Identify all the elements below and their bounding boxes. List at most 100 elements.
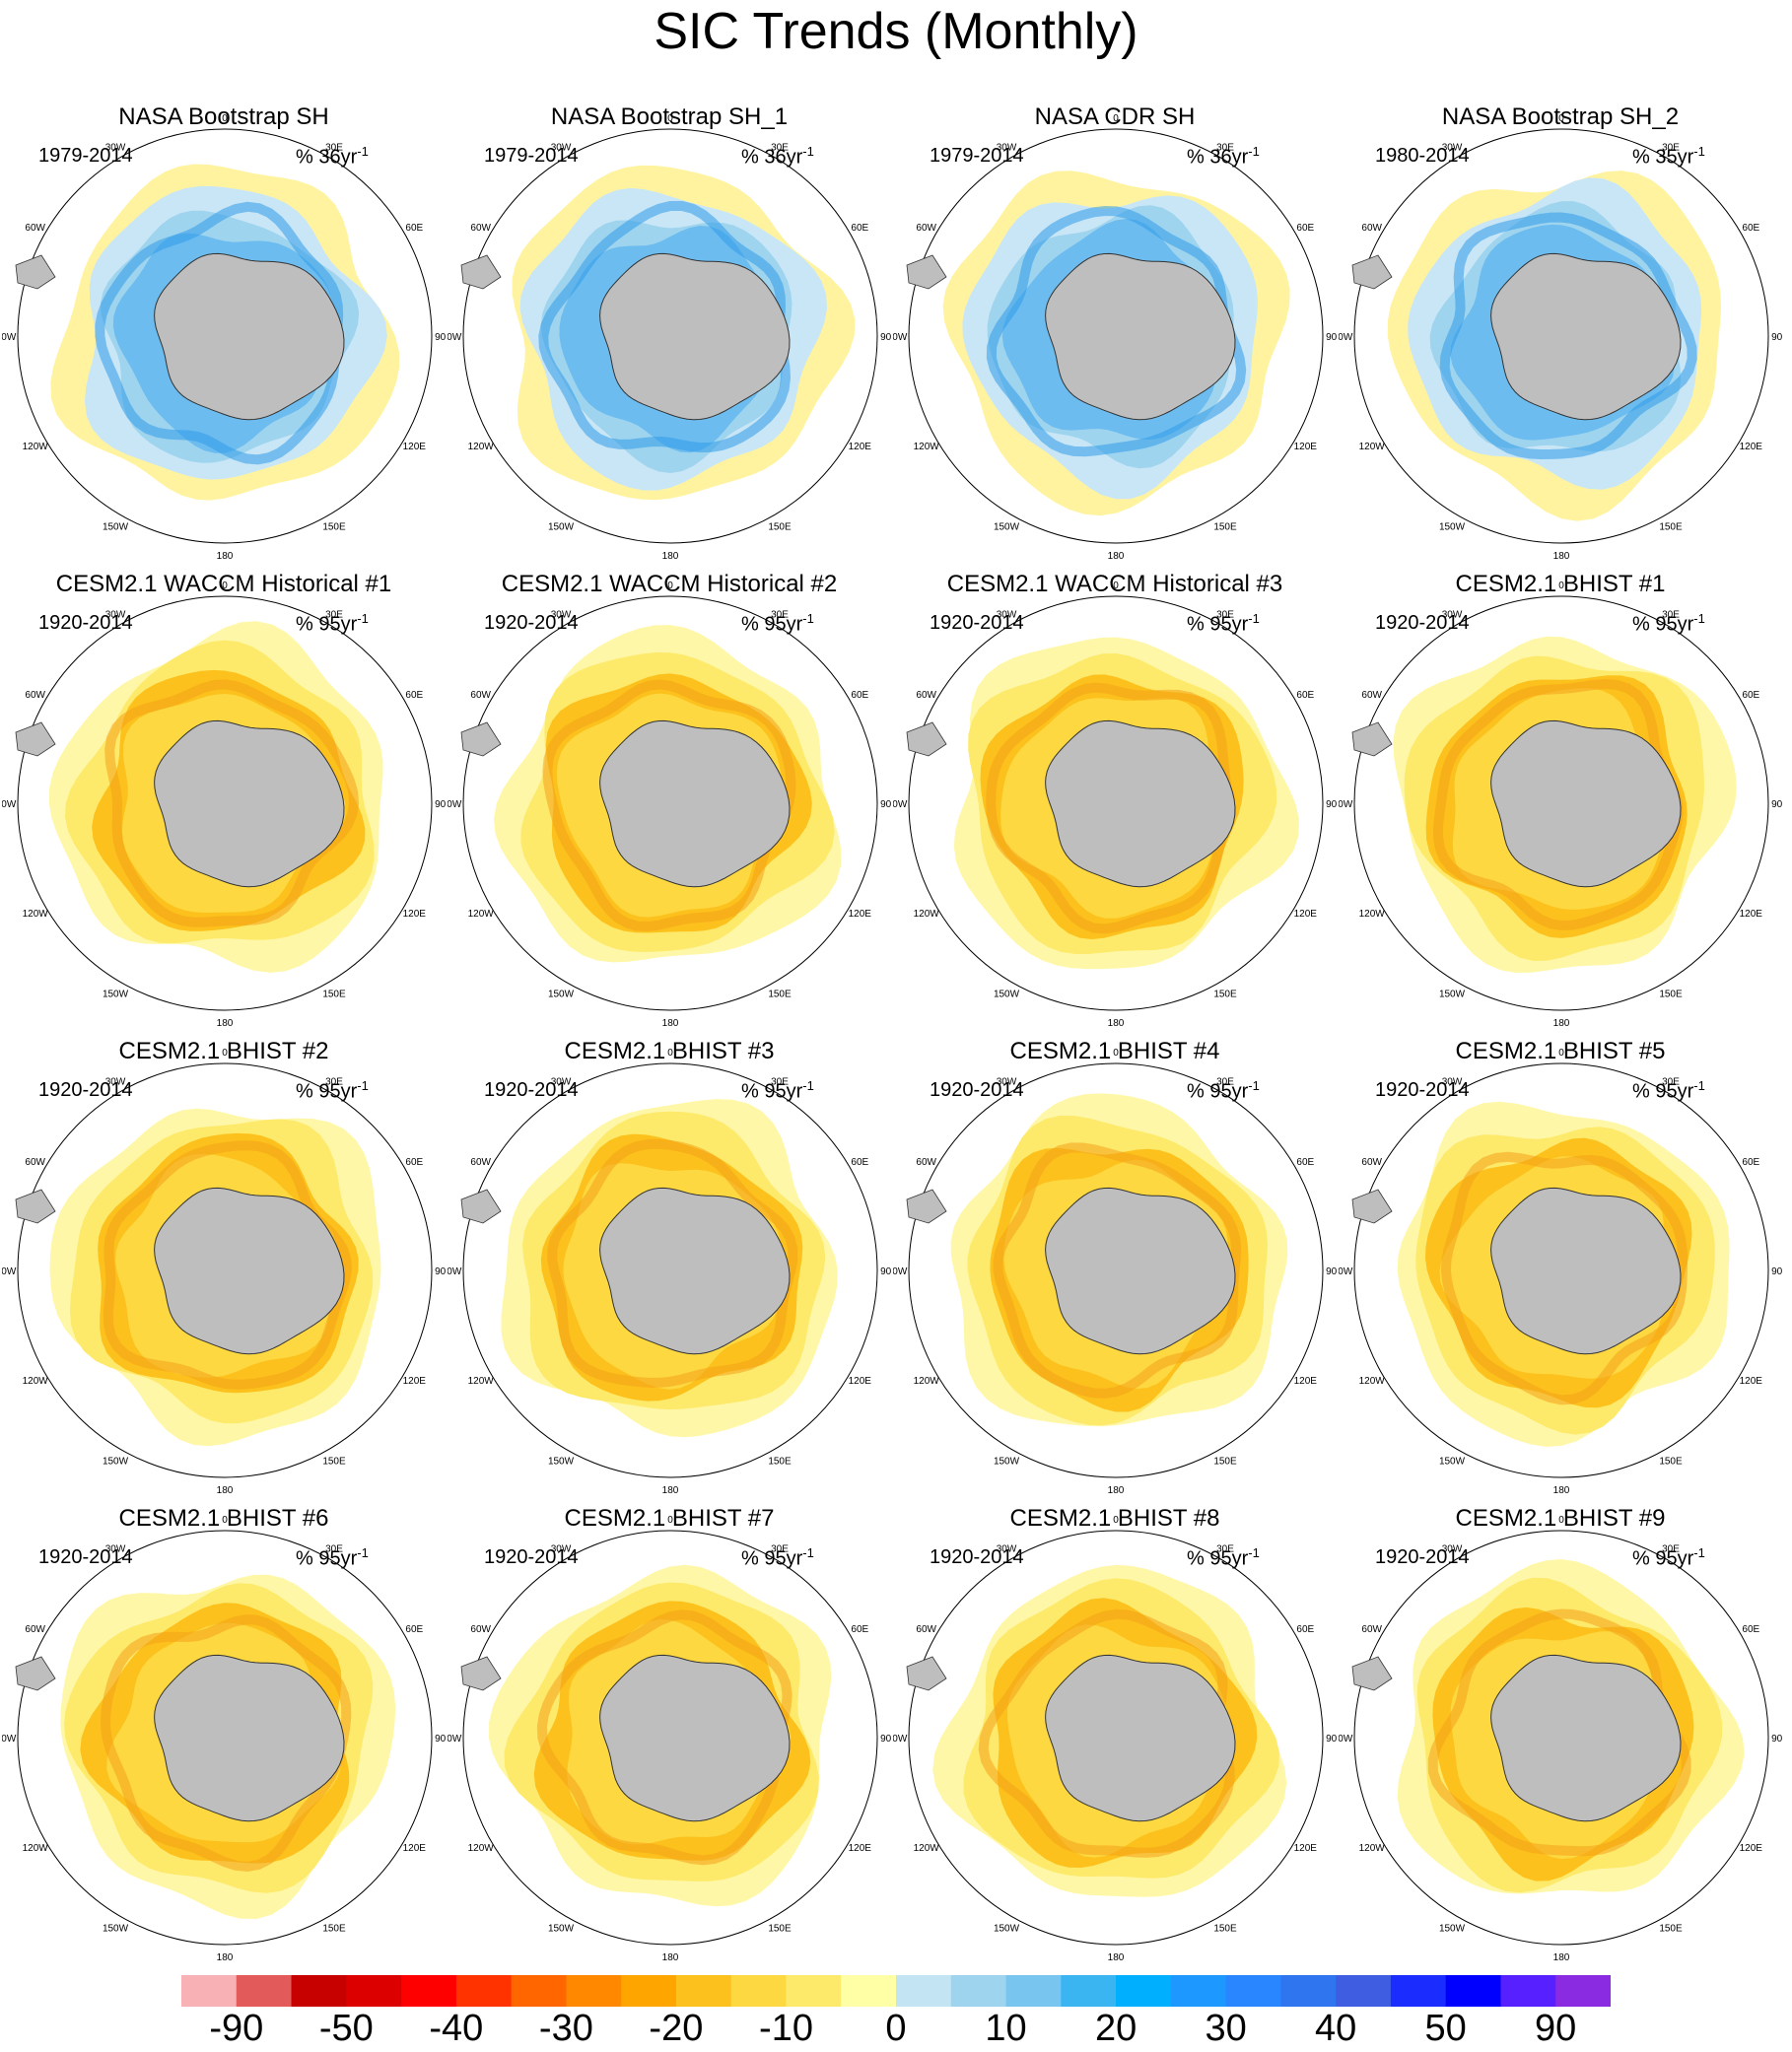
longitude-label: 30W xyxy=(997,1544,1017,1555)
south-america-landmass xyxy=(906,1189,947,1224)
colorbar-swatch xyxy=(181,1975,238,2007)
longitude-label: 90W xyxy=(2,332,17,343)
antarctica-landmass xyxy=(599,719,791,888)
longitude-label: 60E xyxy=(1296,690,1314,701)
longitude-label: 0 xyxy=(667,581,673,591)
longitude-label: 60E xyxy=(1742,690,1759,701)
panel-period: 1979-2014 xyxy=(484,145,579,167)
longitude-label: 120W xyxy=(23,442,49,452)
trend-band xyxy=(538,200,792,453)
south-america-landmass xyxy=(15,1189,56,1224)
longitude-label: 150W xyxy=(548,989,575,999)
polar-map: 0 30E 60E 90E 120E 150E 180 150W 120W 90W 60W 30W xyxy=(1339,1515,1782,1963)
longitude-label: 90W xyxy=(448,1734,462,1744)
longitude-label: 60E xyxy=(851,1624,868,1635)
panel-units: % 95yr-1 xyxy=(1187,1545,1260,1570)
panel-units: % 36yr-1 xyxy=(1187,144,1260,169)
longitude-label: 30W xyxy=(105,1544,126,1555)
panel-period: 1979-2014 xyxy=(38,145,133,167)
longitude-label: 180 xyxy=(217,551,234,562)
longitude-label: 30E xyxy=(1216,1544,1234,1555)
longitude-label: 180 xyxy=(217,1952,234,1963)
panel-units: % 95yr-1 xyxy=(1632,1545,1705,1570)
longitude-label: 120E xyxy=(403,442,427,452)
panel-period: 1920-2014 xyxy=(38,1079,133,1101)
map-panel: 0 30E 60E 90E 120E 150E 180 150W 120W 90W 60W 30W NA… xyxy=(448,97,891,565)
longitude-label: 150E xyxy=(1659,989,1683,999)
panel-period: 1920-2014 xyxy=(484,1546,579,1568)
trend-band xyxy=(978,1608,1235,1858)
longitude-label: 30E xyxy=(1662,610,1680,621)
longitude-label: 150W xyxy=(994,989,1020,999)
polar-map: 0 30E 60E 90E 120E 150E 180 150W 120W 90W 60W 30W xyxy=(893,113,1337,562)
map-panel: 0 30E 60E 90E 120E 150E 180 150W 120W 90W 60W 30W NA… xyxy=(2,97,446,565)
longitude-label: 150W xyxy=(103,1456,129,1467)
longitude-label: 120W xyxy=(914,442,940,452)
longitude-label: 120W xyxy=(468,1843,495,1854)
colorbar-swatch xyxy=(1445,1975,1501,2007)
antarctica-landmass xyxy=(1490,252,1682,421)
colorbar-swatch xyxy=(675,1975,732,2007)
colorbar-tick-label: 0 xyxy=(885,2008,907,2049)
polar-map: 0 30E 60E 90E 120E 150E 180 150W 120W 90W 60W 30W xyxy=(448,1515,891,1963)
longitude-label: 0 xyxy=(1558,581,1564,591)
colorbar-swatch xyxy=(1170,1975,1227,2007)
colorbar-tick-label: 20 xyxy=(1094,2008,1137,2049)
panel-units: % 95yr-1 xyxy=(1187,1078,1260,1103)
panel-title: CESM2.1 BHIST #7 xyxy=(564,1505,775,1532)
longitude-label: 90W xyxy=(893,799,908,810)
trend-band xyxy=(986,682,1233,934)
longitude-label: 90W xyxy=(448,799,462,810)
longitude-label: 120W xyxy=(23,1843,49,1854)
longitude-label: 120W xyxy=(1359,909,1386,920)
longitude-label: 150E xyxy=(322,1923,346,1934)
longitude-label: 150E xyxy=(1659,1456,1683,1467)
longitude-label: 60E xyxy=(851,1157,868,1168)
longitude-label: 90E xyxy=(880,799,891,810)
longitude-label: 150W xyxy=(103,1923,129,1934)
longitude-label: 90W xyxy=(448,332,462,343)
longitude-label: 30W xyxy=(105,610,126,621)
longitude-label: 0 xyxy=(222,1515,228,1526)
longitude-label: 90W xyxy=(448,1266,462,1277)
colorbar-swatch xyxy=(455,1975,513,2007)
longitude-label: 90E xyxy=(435,332,446,343)
longitude-label: 180 xyxy=(1108,1485,1125,1496)
trend-band xyxy=(101,1614,352,1873)
longitude-label: 150W xyxy=(1439,989,1466,999)
longitude-label: 120E xyxy=(1740,442,1763,452)
longitude-label: 60W xyxy=(25,1624,45,1635)
map-panel: 0 30E 60E 90E 120E 150E 180 150W 120W 90W 60W 30W CE… xyxy=(1339,1031,1782,1499)
longitude-label: 150W xyxy=(994,1923,1020,1934)
panel-period: 1920-2014 xyxy=(1375,1079,1470,1101)
longitude-label: 30E xyxy=(1216,1077,1234,1088)
panel-title: CESM2.1 BHIST #3 xyxy=(564,1038,775,1064)
longitude-label: 30E xyxy=(771,1544,789,1555)
south-america-landmass xyxy=(15,1656,56,1691)
trend-band xyxy=(103,1140,352,1390)
panel-units: % 95yr-1 xyxy=(296,1545,369,1570)
longitude-label: 120W xyxy=(914,1376,940,1387)
colorbar-tick-label: -20 xyxy=(649,2008,704,2049)
longitude-label: 150W xyxy=(548,1456,575,1467)
longitude-label: 90W xyxy=(1339,799,1353,810)
colorbar-tick-label: -30 xyxy=(538,2008,593,2049)
colorbar-swatch xyxy=(291,1975,347,2007)
longitude-label: 60E xyxy=(1296,1624,1314,1635)
longitude-label: 30W xyxy=(551,143,572,154)
longitude-label: 180 xyxy=(217,1018,234,1029)
longitude-label: 90W xyxy=(893,1734,908,1744)
longitude-label: 0 xyxy=(1113,113,1119,124)
longitude-label: 30W xyxy=(551,1077,572,1088)
longitude-label: 180 xyxy=(217,1485,234,1496)
longitude-label: 120E xyxy=(1294,1843,1318,1854)
longitude-label: 90E xyxy=(1326,1734,1337,1744)
longitude-label: 0 xyxy=(222,113,228,124)
longitude-label: 90E xyxy=(880,1734,891,1744)
polar-map: 0 30E 60E 90E 120E 150E 180 150W 120W 90W 60W 30W xyxy=(2,113,446,562)
longitude-label: 30W xyxy=(105,143,126,154)
panel-title: CESM2.1 WACCM Historical #3 xyxy=(946,571,1283,597)
longitude-label: 30E xyxy=(771,143,789,154)
colorbar-labels: -90 -50 -40 -30 -20 -10 0 10 20 30 40 50 90 xyxy=(0,2007,1792,2052)
colorbar-swatch xyxy=(1225,1975,1281,2007)
